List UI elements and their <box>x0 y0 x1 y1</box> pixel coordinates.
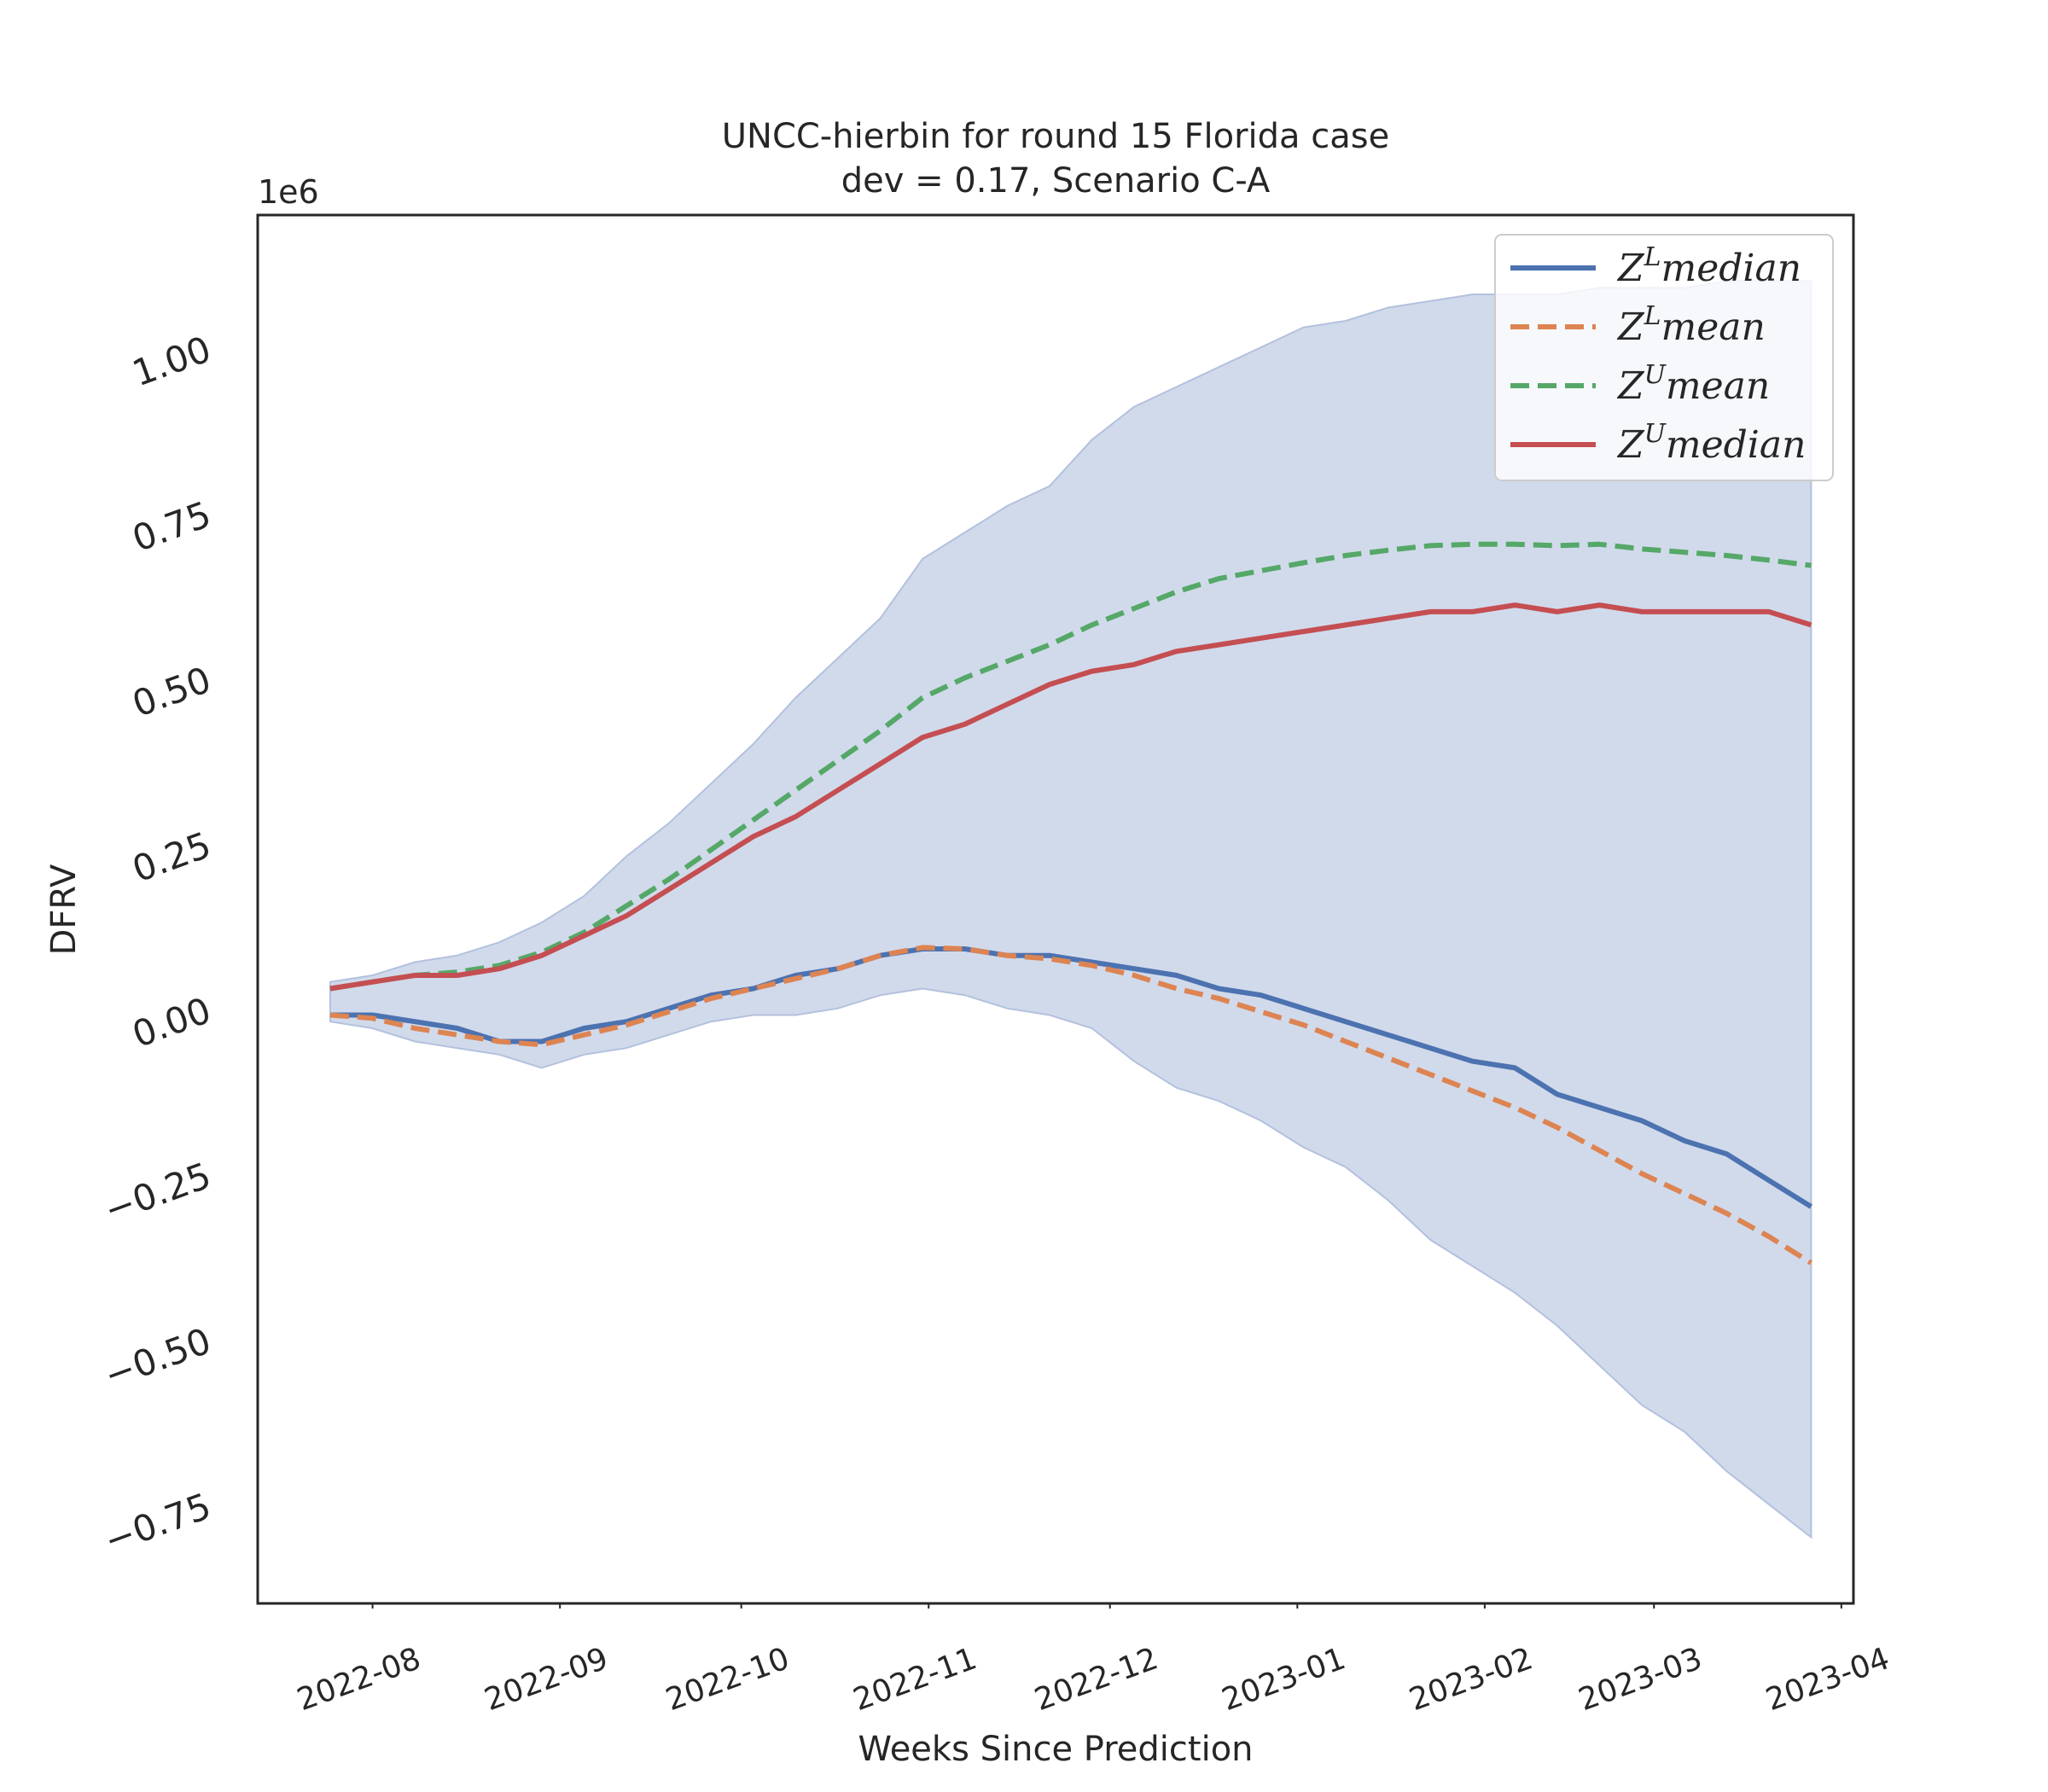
series-line-0 <box>330 946 1812 1209</box>
chart-title: UNCC-hierbin for round 15 Florida case <box>722 117 1389 156</box>
uncertainty-band <box>329 280 1812 1539</box>
legend: ZLmedian ZLmean ZUmean ZUmedian <box>1494 234 1834 481</box>
series-line-2 <box>329 541 1812 992</box>
series-line-1 <box>329 945 1812 1265</box>
plot-area <box>329 280 1812 1539</box>
band-layer <box>329 280 1812 1539</box>
series-line-3 <box>329 602 1812 992</box>
plot-frame <box>256 213 1855 1605</box>
legend-box <box>1494 234 1834 481</box>
legend-label-1: ZLmean <box>1616 301 1766 349</box>
legend-entries: ZLmedian ZLmean ZUmean ZUmedian <box>1510 242 1806 467</box>
legend-label-2: ZUmean <box>1616 360 1770 408</box>
y-offset-label: 1e6 <box>258 173 319 211</box>
chart-subtitle: dev = 0.17, Scenario C-A <box>841 161 1271 201</box>
x-axis-label: Weeks Since Prediction <box>858 1730 1253 1769</box>
series-layer <box>329 541 1812 1265</box>
y-axis-label: DFRV <box>44 864 84 955</box>
legend-label-3: ZUmedian <box>1616 419 1806 467</box>
legend-label-0: ZLmedian <box>1616 242 1801 290</box>
